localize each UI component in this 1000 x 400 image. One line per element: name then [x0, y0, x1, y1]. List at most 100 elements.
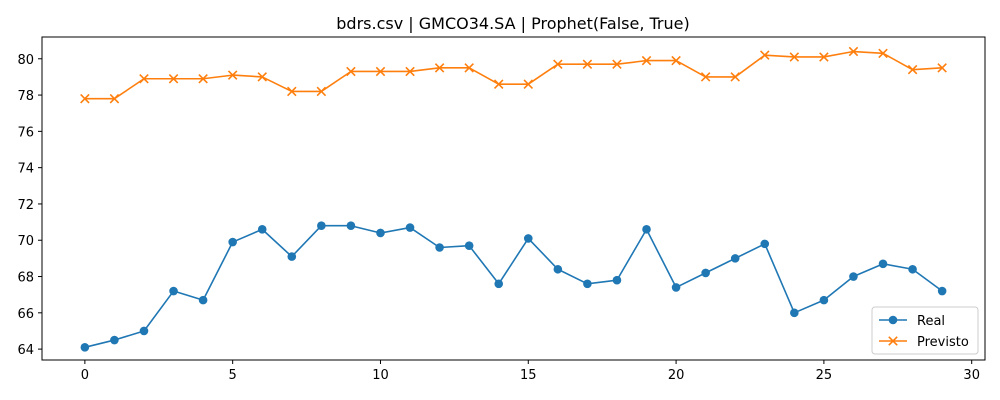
x-tick-label: 0 — [81, 368, 89, 383]
series-line-previsto — [84, 50, 943, 100]
data-point-previsto — [227, 70, 238, 80]
x-marker-stroke — [819, 52, 829, 62]
data-point-real — [908, 264, 917, 274]
data-point-real — [435, 243, 444, 252]
x-tick-label: 10 — [372, 368, 389, 383]
x-marker-stroke — [257, 72, 267, 82]
y-tick-label: 72 — [17, 198, 34, 213]
x-marker-stroke — [907, 64, 918, 75]
data-point-previsto — [819, 52, 829, 62]
series-line-real — [84, 224, 943, 349]
data-point-previsto — [287, 86, 297, 97]
x-marker-stroke — [523, 79, 534, 89]
x-marker-stroke — [760, 50, 770, 60]
data-point-previsto — [907, 64, 918, 75]
x-marker-stroke — [168, 73, 179, 84]
data-point-previsto — [730, 72, 740, 82]
data-point-previsto — [109, 93, 120, 104]
data-point-real — [257, 225, 267, 234]
x-marker-stroke — [139, 73, 149, 84]
data-point-real — [790, 308, 799, 318]
plot-frame — [41, 36, 986, 361]
data-point-real — [464, 241, 474, 250]
legend-box — [871, 306, 979, 355]
data-point-real — [405, 223, 415, 232]
x-marker-stroke — [346, 66, 356, 77]
data-point-previsto — [198, 73, 208, 84]
data-point-previsto — [523, 79, 534, 89]
x-marker-stroke — [493, 79, 504, 89]
data-point-previsto — [641, 55, 652, 66]
data-point-real — [760, 239, 770, 249]
data-point-real — [642, 225, 651, 234]
legend-entry-real: Real — [879, 314, 945, 329]
x-marker-stroke — [612, 59, 622, 69]
x-marker-stroke — [671, 55, 681, 66]
x-marker-stroke — [553, 59, 563, 69]
x-marker-stroke — [316, 86, 327, 97]
data-point-real — [110, 335, 119, 345]
y-tick-label: 80 — [17, 53, 34, 68]
data-point-previsto — [848, 46, 859, 57]
data-point-real — [878, 259, 888, 269]
y-tick-label: 70 — [17, 234, 34, 249]
data-point-real — [819, 295, 829, 305]
x-marker-stroke — [789, 52, 800, 62]
x-marker-stroke — [227, 70, 238, 80]
data-point-real — [228, 237, 237, 247]
x-marker-stroke — [730, 72, 740, 82]
data-point-real — [583, 279, 592, 289]
data-point-previsto — [375, 66, 386, 77]
data-point-real — [198, 295, 208, 305]
legend-label: Previsto — [917, 335, 969, 350]
data-point-previsto — [316, 86, 327, 97]
data-point-previsto — [700, 72, 711, 82]
y-tick-label: 68 — [17, 271, 34, 286]
x-marker-stroke — [937, 63, 947, 73]
x-axis: 0 5 10 15 20 25 30 — [81, 360, 980, 383]
data-point-previsto — [139, 73, 149, 84]
legend-marker — [888, 315, 898, 325]
x-marker-stroke — [700, 72, 711, 82]
data-point-real — [937, 286, 947, 296]
data-point-real — [494, 279, 504, 289]
plot-area — [41, 36, 986, 361]
x-marker-stroke — [464, 63, 474, 73]
data-point-real — [701, 268, 710, 278]
data-point-previsto — [612, 59, 622, 69]
data-point-real — [287, 252, 297, 261]
data-point-previsto — [346, 66, 356, 77]
chart-title: bdrs.csv | GMCO34.SA | Prophet(False, Tr… — [336, 14, 689, 33]
data-point-real — [169, 286, 178, 296]
data-point-real — [553, 264, 563, 274]
data-point-previsto — [168, 73, 179, 84]
data-point-previsto — [878, 48, 888, 59]
x-tick-label: 5 — [229, 368, 237, 383]
data-point-real — [523, 234, 533, 243]
data-point-previsto — [80, 93, 90, 104]
data-point-previsto — [937, 63, 947, 73]
data-point-real — [376, 228, 385, 238]
data-point-previsto — [553, 59, 563, 69]
x-marker-stroke — [198, 73, 208, 84]
x-marker-stroke — [405, 66, 415, 77]
data-point-previsto — [789, 52, 800, 62]
series-layer — [80, 46, 947, 352]
legend-entry-previsto: Previsto — [879, 335, 969, 350]
data-point-previsto — [405, 66, 415, 77]
y-axis: 64 66 68 70 72 74 76 78 80 — [17, 53, 42, 358]
legend: Real Previsto — [871, 306, 979, 355]
y-tick-label: 64 — [17, 343, 34, 358]
series-real — [80, 221, 947, 352]
x-marker-stroke — [582, 59, 593, 69]
x-marker-stroke — [878, 48, 888, 59]
x-marker-stroke — [434, 63, 445, 73]
x-marker-stroke — [109, 93, 120, 104]
x-tick-label: 15 — [520, 368, 537, 383]
data-point-real — [139, 326, 149, 336]
data-point-previsto — [582, 59, 593, 69]
y-tick-label: 76 — [17, 125, 34, 140]
x-marker-stroke — [848, 46, 859, 57]
series-previsto — [80, 46, 947, 104]
